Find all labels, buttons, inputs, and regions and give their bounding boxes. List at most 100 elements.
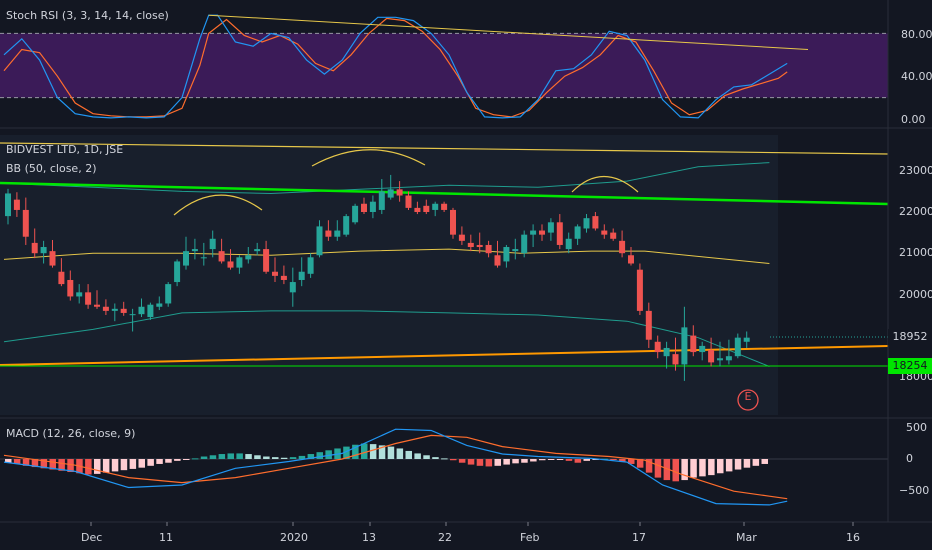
resistance-trend-line [0, 181, 889, 206]
macd-histogram-bar [40, 459, 48, 469]
candle-body [663, 347, 670, 357]
macd-histogram-bar [512, 459, 519, 464]
macd-histogram-bar [699, 459, 706, 477]
candle-body [58, 271, 65, 285]
macd-histogram-bar [690, 459, 697, 478]
macd-histogram-bar [5, 459, 12, 463]
candle-body [129, 314, 136, 316]
stoch-tick-0: 0.00 [901, 113, 926, 126]
macd-histogram-bar [298, 455, 306, 459]
macd-tick-500: 500 [906, 421, 927, 434]
annotation-circle [737, 389, 759, 411]
stoch-trend-line [208, 14, 809, 50]
candle-body [200, 257, 207, 259]
candle-body [574, 226, 581, 239]
xaxis-label-22: 22 [438, 531, 452, 544]
candle-body [619, 240, 626, 254]
candle-body [547, 222, 554, 233]
price-title: BIDVEST LTD, 1D, JSE [6, 143, 124, 156]
macd-histogram-bar [254, 455, 261, 459]
axes [0, 0, 932, 526]
macd-histogram-bar [485, 459, 493, 467]
candle-body [325, 230, 332, 237]
macd-histogram-bar [156, 459, 163, 464]
candle-body [307, 257, 314, 274]
stoch-rsi-pane [0, 14, 888, 119]
stoch-tick-40: 40.00 [901, 70, 932, 83]
macd-histogram-bar [111, 459, 119, 472]
macd-histogram-bar [752, 459, 760, 466]
macd-histogram-bar [49, 459, 56, 470]
candle-body [5, 193, 11, 217]
stoch-title: Stoch RSI (3, 3, 14, 14, close) [6, 9, 169, 22]
candle-body [512, 249, 519, 252]
head-shoulder-arc [173, 194, 263, 216]
candle-body [378, 191, 385, 210]
macd-histogram-bar [13, 459, 21, 464]
candle-body [743, 337, 750, 342]
macd-histogram-bar [183, 459, 190, 460]
head-shoulder-arc [311, 149, 426, 167]
macd-histogram-bar [592, 459, 599, 460]
macd-histogram-bar [432, 457, 439, 459]
macd-histogram-bar [761, 459, 768, 464]
macd-histogram-bar [574, 459, 582, 463]
last-price-tag: 18952 [888, 329, 932, 345]
macd-histogram-bar [423, 455, 430, 459]
candle-body [67, 279, 74, 297]
macd-histogram-bar [352, 444, 359, 459]
candle-body [503, 247, 510, 262]
candle-body [13, 199, 20, 210]
candle-body [183, 251, 189, 266]
macd-tick-0: 0 [906, 452, 913, 465]
bb-upper-band [3, 162, 770, 195]
macd-histogram-bar [645, 459, 653, 473]
macd-histogram-bar [58, 459, 65, 471]
price-tick-23000: 23000 [899, 164, 932, 177]
macd-histogram-bar [503, 459, 510, 465]
candle-body [699, 345, 706, 353]
candle-body [734, 337, 741, 357]
candle-body [31, 242, 38, 254]
macd-histogram-bar [467, 459, 475, 465]
macd-histogram-bar [396, 448, 404, 459]
candle-body [49, 251, 56, 266]
candle-body [272, 271, 278, 276]
macd-histogram-bar [129, 459, 137, 469]
stoch-k-line [3, 14, 788, 119]
annotation-e-label: E [744, 390, 752, 403]
price-pane [0, 135, 889, 415]
macd-histogram-bar [191, 458, 199, 460]
candle-body [165, 284, 172, 304]
candle-body [280, 275, 287, 280]
macd-histogram-bar [174, 459, 181, 461]
macd-histogram-bar [636, 459, 644, 468]
macd-histogram-bar [147, 459, 154, 466]
macd-histogram-bar [681, 459, 688, 481]
candle-body [476, 244, 483, 248]
candle-body [672, 354, 679, 365]
macd-histogram-bar [102, 459, 110, 473]
macd-histogram-bar [307, 454, 315, 459]
macd-histogram-bar [663, 459, 671, 481]
macd-histogram-bar [31, 459, 39, 468]
candle-body [316, 226, 323, 256]
macd-histogram-bar [369, 444, 377, 459]
macd-histogram-bar [717, 459, 724, 474]
macd-histogram-bar [289, 457, 297, 459]
candle-body [76, 292, 83, 297]
macd-signal-line [3, 434, 788, 500]
xaxis-label-mar: Mar [736, 531, 757, 544]
candle-body [227, 261, 234, 268]
candle-body [485, 244, 492, 254]
candle-body [690, 335, 697, 353]
candle-body [111, 308, 118, 311]
macd-histogram-bar [610, 459, 617, 460]
candle-body [361, 203, 367, 212]
macd-histogram-bar [556, 459, 564, 460]
price-tick-21000: 21000 [899, 246, 932, 259]
candle-body [583, 218, 590, 229]
macd-histogram-bar [441, 458, 448, 460]
macd-histogram-bar [120, 459, 128, 471]
candle-body [450, 209, 456, 235]
